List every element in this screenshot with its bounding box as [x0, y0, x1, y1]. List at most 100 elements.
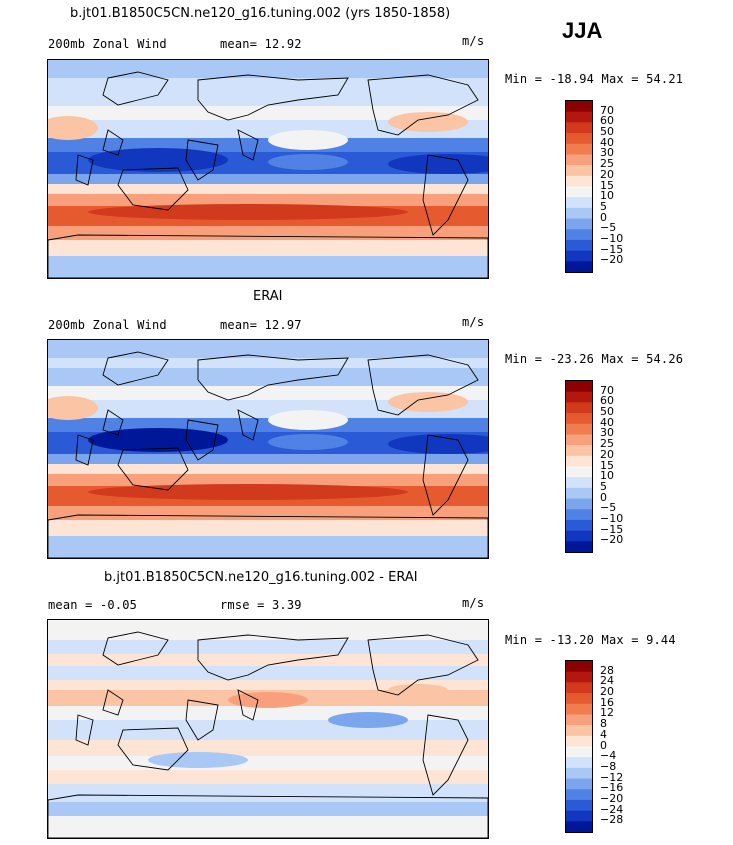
coastline — [102, 631, 169, 666]
coastline — [197, 74, 349, 121]
coastline — [237, 129, 259, 161]
colorbar-tick-label: −24 — [600, 802, 624, 816]
coastline — [367, 354, 479, 416]
panel3-colorbar — [565, 660, 593, 833]
colorbar-swatch — [566, 445, 592, 457]
contour-band — [48, 706, 488, 720]
coastline — [185, 699, 219, 741]
colorbar-tick-label: −20 — [600, 533, 624, 547]
contour-band — [48, 88, 488, 106]
coastline — [197, 354, 349, 401]
panel1-variable-label: 200mb Zonal Wind — [48, 37, 167, 51]
coastline — [422, 434, 469, 516]
coastline — [102, 71, 169, 106]
colorbar-swatch — [566, 413, 592, 425]
colorbar-tick-label: 10 — [600, 469, 614, 483]
colorbar-tick-label: 20 — [600, 167, 614, 181]
colorbar-swatch — [566, 767, 592, 780]
contour-band — [48, 536, 488, 558]
coastline — [102, 409, 124, 436]
contour-band — [48, 816, 488, 838]
contour-region — [88, 148, 228, 172]
colorbar-swatch — [566, 757, 592, 769]
contour-band — [48, 340, 488, 358]
contour-band — [48, 756, 488, 770]
colorbar-tick-label: 25 — [600, 157, 614, 171]
contour-band — [48, 520, 488, 536]
contour-band — [48, 386, 488, 400]
panel1-units: m/s — [462, 34, 485, 48]
colorbar-tick-label: −20 — [600, 253, 624, 267]
contour-band — [48, 368, 488, 386]
colorbar-swatch — [566, 229, 592, 241]
colorbar-swatch — [566, 682, 592, 694]
contour-band — [48, 358, 488, 368]
colorbar-swatch — [566, 175, 592, 187]
colorbar-tick-label: 70 — [600, 383, 614, 397]
colorbar-tick-label: −20 — [600, 791, 624, 805]
colorbar-tick-label: −15 — [600, 522, 624, 536]
panel1-colorbar-swatches — [566, 101, 592, 272]
contour-region — [228, 692, 308, 708]
colorbar-swatch — [566, 455, 592, 467]
contour-band — [48, 770, 488, 784]
colorbar-tick-label: −28 — [600, 813, 624, 827]
colorbar-tick-label: −5 — [600, 221, 617, 235]
contour-region — [48, 396, 98, 420]
colorbar-swatch — [566, 714, 592, 726]
coastline — [48, 234, 488, 278]
contour-region — [268, 434, 348, 450]
contour-band — [48, 418, 488, 432]
colorbar-tick-label: 16 — [600, 695, 614, 709]
colorbar-swatch — [566, 261, 592, 272]
colorbar-tick-label: 30 — [600, 426, 614, 440]
contour-band — [48, 740, 488, 756]
colorbar-swatch — [566, 810, 592, 822]
colorbar-tick-label: 0 — [600, 490, 607, 504]
colorbar-swatch — [566, 165, 592, 177]
colorbar-swatch — [566, 101, 592, 113]
colorbar-swatch — [566, 703, 592, 715]
coastline — [75, 154, 94, 186]
colorbar-swatch — [566, 693, 592, 705]
colorbar-swatch — [566, 133, 592, 145]
colorbar-tick-label: 0 — [600, 738, 607, 752]
contour-region — [268, 154, 348, 170]
panel3-minmax: Min = -13.20 Max = 9.44 — [505, 633, 676, 647]
panel2-colorbar — [565, 380, 593, 553]
colorbar-tick-label: 5 — [600, 199, 607, 213]
contour-region — [48, 116, 98, 140]
colorbar-tick-label: 20 — [600, 685, 614, 699]
contour-band — [48, 240, 488, 256]
colorbar-swatch — [566, 498, 592, 510]
coastline — [185, 139, 219, 181]
colorbar-swatch — [566, 122, 592, 134]
contour-band — [48, 184, 488, 194]
colorbar-tick-label: 0 — [600, 210, 607, 224]
contour-region — [388, 112, 468, 132]
colorbar-tick-label: −12 — [600, 770, 624, 784]
panel2-colorbar-swatches — [566, 381, 592, 552]
contour-region — [268, 130, 348, 150]
coastline — [48, 514, 488, 558]
panel1-mean-label: mean= 12.92 — [220, 37, 302, 51]
contour-band — [48, 174, 488, 184]
colorbar-swatch — [566, 661, 592, 673]
contour-band — [48, 680, 488, 690]
contour-region — [88, 484, 408, 500]
contour-band — [48, 506, 488, 520]
colorbar-tick-label: 4 — [600, 727, 607, 741]
colorbar-tick-label: 8 — [600, 717, 607, 731]
panel2-mean-label: mean= 12.97 — [220, 318, 302, 332]
colorbar-swatch — [566, 671, 592, 683]
colorbar-swatch — [566, 778, 592, 790]
contour-region — [88, 204, 408, 220]
colorbar-swatch — [566, 111, 592, 123]
panel1-map — [47, 59, 489, 279]
panel3-mean-label: mean = -0.05 — [48, 598, 138, 612]
colorbar-swatch — [566, 423, 592, 435]
colorbar-swatch — [566, 154, 592, 166]
coastline — [237, 689, 259, 721]
colorbar-swatch — [566, 487, 592, 500]
colorbar-swatch — [566, 746, 592, 758]
